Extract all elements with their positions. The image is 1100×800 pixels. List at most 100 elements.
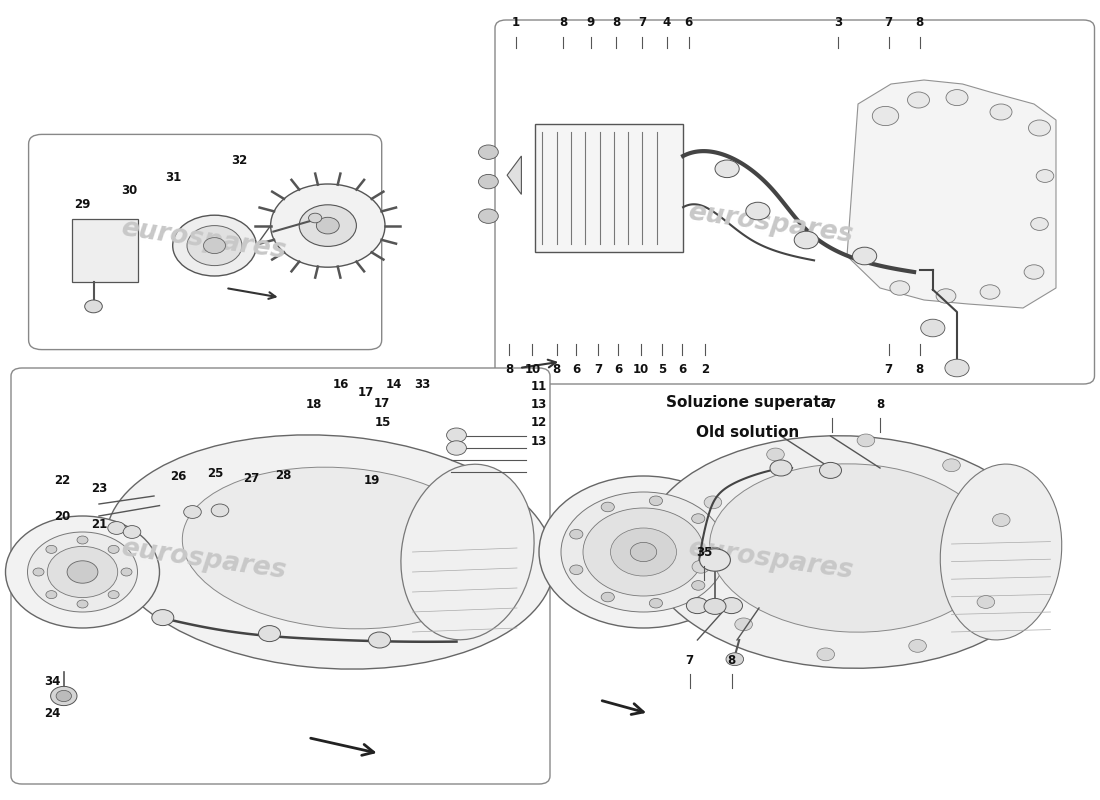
Circle shape xyxy=(890,281,910,295)
Circle shape xyxy=(715,160,739,178)
Text: 13: 13 xyxy=(531,398,547,411)
Circle shape xyxy=(601,592,614,602)
Circle shape xyxy=(977,595,994,609)
Circle shape xyxy=(184,506,201,518)
Circle shape xyxy=(583,508,704,596)
Circle shape xyxy=(936,289,956,303)
Circle shape xyxy=(872,106,899,126)
Circle shape xyxy=(121,568,132,576)
Circle shape xyxy=(992,514,1010,526)
Circle shape xyxy=(692,581,705,590)
Text: 33: 33 xyxy=(415,378,430,390)
Circle shape xyxy=(478,209,498,223)
Circle shape xyxy=(980,285,1000,299)
Circle shape xyxy=(857,434,874,447)
Circle shape xyxy=(770,460,792,476)
Text: 15: 15 xyxy=(375,416,390,429)
Circle shape xyxy=(173,215,256,276)
Circle shape xyxy=(1031,218,1048,230)
Text: 18: 18 xyxy=(306,398,321,411)
Text: 26: 26 xyxy=(170,470,186,483)
Circle shape xyxy=(649,598,662,608)
Text: eurospares: eurospares xyxy=(685,199,855,249)
Text: 7: 7 xyxy=(827,398,836,410)
Circle shape xyxy=(692,560,710,573)
Text: 17: 17 xyxy=(374,397,389,410)
Circle shape xyxy=(767,448,784,461)
Circle shape xyxy=(478,145,498,159)
Text: 22: 22 xyxy=(55,474,70,486)
Circle shape xyxy=(601,502,614,512)
Circle shape xyxy=(692,514,705,523)
Text: 17: 17 xyxy=(359,386,374,398)
Text: 7: 7 xyxy=(884,16,893,29)
Circle shape xyxy=(85,300,102,313)
Circle shape xyxy=(152,610,174,626)
Text: 12: 12 xyxy=(531,416,547,429)
Text: 6: 6 xyxy=(614,363,623,376)
Text: 2: 2 xyxy=(701,363,710,376)
Text: 8: 8 xyxy=(612,16,620,29)
Text: eurospares: eurospares xyxy=(685,535,855,585)
Circle shape xyxy=(720,598,742,614)
Text: 24: 24 xyxy=(45,707,60,720)
Text: 28: 28 xyxy=(276,469,292,482)
Circle shape xyxy=(704,598,726,614)
Text: 6: 6 xyxy=(684,16,693,29)
Bar xyxy=(535,124,683,252)
Circle shape xyxy=(817,648,835,661)
Circle shape xyxy=(649,496,662,506)
Circle shape xyxy=(77,536,88,544)
Circle shape xyxy=(56,690,72,702)
Text: 8: 8 xyxy=(727,654,736,666)
Circle shape xyxy=(6,516,159,628)
Circle shape xyxy=(700,549,730,571)
Text: eurospares: eurospares xyxy=(119,215,288,265)
Text: 21: 21 xyxy=(91,518,107,530)
Text: 8: 8 xyxy=(552,363,561,376)
Circle shape xyxy=(33,568,44,576)
Circle shape xyxy=(258,626,280,642)
Circle shape xyxy=(299,205,356,246)
Text: 7: 7 xyxy=(594,363,603,376)
Circle shape xyxy=(610,528,676,576)
Circle shape xyxy=(478,174,498,189)
Circle shape xyxy=(852,247,877,265)
Circle shape xyxy=(123,526,141,538)
Text: 6: 6 xyxy=(678,363,686,376)
Text: 23: 23 xyxy=(91,482,107,494)
Text: 1: 1 xyxy=(512,16,520,29)
Text: 16: 16 xyxy=(333,378,349,390)
Text: 34: 34 xyxy=(45,675,60,688)
Text: 8: 8 xyxy=(915,363,924,376)
Ellipse shape xyxy=(940,464,1062,640)
Text: 14: 14 xyxy=(386,378,402,390)
Circle shape xyxy=(943,459,960,472)
Circle shape xyxy=(67,561,98,583)
Text: 30: 30 xyxy=(122,184,138,197)
Text: 8: 8 xyxy=(559,16,568,29)
Circle shape xyxy=(271,184,385,267)
Circle shape xyxy=(51,686,77,706)
Circle shape xyxy=(1028,120,1050,136)
Circle shape xyxy=(909,639,926,652)
Circle shape xyxy=(561,492,726,612)
Text: 13: 13 xyxy=(531,435,547,448)
Circle shape xyxy=(746,202,770,220)
Text: 7: 7 xyxy=(685,654,694,666)
Circle shape xyxy=(708,547,722,557)
Text: 19: 19 xyxy=(364,474,380,486)
Circle shape xyxy=(794,231,818,249)
Text: 6: 6 xyxy=(572,363,581,376)
Circle shape xyxy=(570,565,583,574)
Ellipse shape xyxy=(183,467,499,629)
Circle shape xyxy=(726,653,744,666)
Text: Soluzione superata: Soluzione superata xyxy=(666,394,830,410)
Circle shape xyxy=(990,104,1012,120)
Text: 35: 35 xyxy=(696,546,712,558)
Text: 3: 3 xyxy=(834,16,843,29)
Text: 10: 10 xyxy=(634,363,649,376)
Circle shape xyxy=(630,542,657,562)
FancyBboxPatch shape xyxy=(29,134,382,350)
Ellipse shape xyxy=(710,464,996,632)
